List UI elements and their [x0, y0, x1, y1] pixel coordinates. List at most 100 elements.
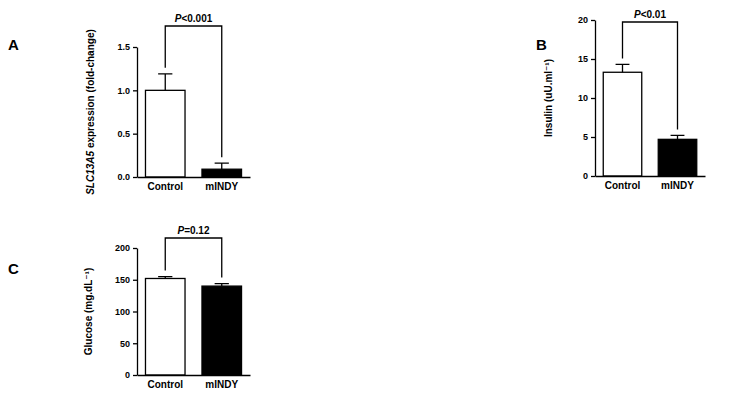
y-tick-label: 1.0 [117, 86, 130, 96]
y-tick-label: 0.5 [117, 129, 130, 139]
y-axis: 0.0 0.5 1.0 1.5 [117, 42, 137, 182]
error-bar [616, 64, 630, 72]
y-tick-mark [133, 47, 137, 48]
x-axis-line [138, 375, 251, 376]
panel-label: B [536, 36, 547, 53]
y-tick-mark [133, 248, 137, 249]
panel-label: C [8, 260, 19, 277]
x-tick-label: Control [147, 181, 183, 192]
annotation: P<0.01 [634, 9, 666, 20]
bar [202, 169, 242, 177]
x-tick: mINDY [205, 177, 238, 192]
y-axis-line [595, 21, 596, 177]
x-axis: Control mINDY [138, 375, 251, 390]
significance-bracket [623, 22, 678, 129]
y-tick-mark [133, 177, 137, 178]
y-tick: 200 [115, 243, 137, 253]
y-tick-label: 15 [578, 54, 588, 64]
y-tick: 1.5 [117, 42, 137, 52]
bar [145, 90, 185, 177]
annotation: P<0.001 [175, 13, 213, 24]
y-tick-mark [133, 134, 137, 135]
y-axis-title-part: expression (fold-change) [85, 29, 96, 151]
annotation-part: <0.01 [641, 9, 667, 20]
figure: A SLC13A5 expression (fold-change) 0.0 0.5 1… [0, 0, 733, 398]
y-tick-label: 0.0 [117, 172, 130, 182]
panel: C Glucose (mg.dL⁻¹) 0 50 100 150 200 Control mIN… [8, 225, 251, 390]
y-tick-mark [133, 375, 137, 376]
x-axis: Control mINDY [138, 177, 251, 192]
bar [145, 278, 185, 375]
panel: BInsulin (uU.ml⁻¹)05101520ControlmINDYP<… [536, 9, 706, 191]
error-bar [158, 277, 172, 279]
x-tick: Control [147, 375, 183, 390]
annotation-part: =0.12 [184, 225, 210, 236]
plot-area [603, 64, 697, 176]
plot-area [145, 277, 241, 375]
y-axis-title: SLC13A5 expression (fold-change) [85, 29, 96, 195]
y-axis: 0 50 100 150 200 [115, 243, 138, 380]
y-tick: 0 [583, 171, 595, 181]
y-tick-label: 20 [578, 15, 588, 25]
y-tick: 20 [578, 15, 595, 25]
error-bar [215, 163, 229, 169]
x-axis: Control mINDY [596, 176, 706, 191]
x-tick-label: Control [147, 379, 183, 390]
x-tick: mINDY [205, 375, 238, 390]
significance-bracket [165, 26, 222, 157]
y-tick-label: 10 [578, 93, 588, 103]
annotation: P=0.12 [178, 225, 210, 236]
y-tick-mark [133, 90, 137, 91]
y-tick-mark [591, 59, 595, 60]
y-tick-mark [591, 98, 595, 99]
y-tick: 5 [583, 132, 595, 142]
x-tick: Control [605, 176, 641, 191]
y-axis-line [137, 249, 138, 376]
bar [658, 139, 697, 176]
x-tick-label: mINDY [205, 379, 238, 390]
x-tick-label: Control [605, 180, 641, 191]
y-tick-label: 100 [115, 307, 130, 317]
y-tick: 0.5 [117, 129, 137, 139]
y-tick: 100 [115, 307, 137, 317]
y-tick-label: 150 [115, 275, 130, 285]
x-tick: mINDY [661, 176, 694, 191]
y-tick-label: 0 [583, 171, 588, 181]
y-tick-mark [591, 20, 595, 21]
bar [202, 286, 242, 375]
plot-area [145, 74, 241, 177]
annotation-part: <0.001 [181, 13, 212, 24]
y-tick-mark [591, 137, 595, 138]
y-tick: 10 [578, 93, 595, 103]
y-axis-title-part: SLC13A5 [85, 150, 96, 194]
significance-bracket [165, 238, 222, 278]
y-axis: 0 5 10 15 20 [578, 15, 596, 181]
y-axis-title: Glucose (mg.dL⁻¹) [83, 268, 94, 356]
y-tick-label: 200 [115, 243, 130, 253]
x-tick: Control [147, 177, 183, 192]
y-tick: 0.0 [117, 172, 137, 182]
panel-label: A [8, 36, 19, 53]
x-axis-line [138, 177, 251, 178]
y-tick-label: 0 [125, 370, 130, 380]
y-tick: 50 [120, 339, 137, 349]
y-tick-mark [133, 280, 137, 281]
y-tick-mark [133, 311, 137, 312]
bar [603, 72, 642, 176]
y-tick-label: 50 [120, 339, 130, 349]
y-tick-label: 5 [583, 132, 588, 142]
y-tick-mark [133, 343, 137, 344]
y-axis-line [137, 48, 138, 178]
y-tick-mark [591, 176, 595, 177]
error-bar [158, 74, 172, 90]
x-axis-line [596, 176, 706, 177]
error-bar [671, 135, 685, 139]
y-tick: 15 [578, 54, 595, 64]
y-tick: 0 [125, 370, 137, 380]
panel: A SLC13A5 expression (fold-change) 0.0 0.5 1… [8, 13, 251, 195]
y-tick: 150 [115, 275, 137, 285]
y-tick-label: 1.5 [117, 42, 130, 52]
x-tick-label: mINDY [661, 180, 694, 191]
x-tick-label: mINDY [205, 181, 238, 192]
y-tick: 1.0 [117, 86, 137, 96]
